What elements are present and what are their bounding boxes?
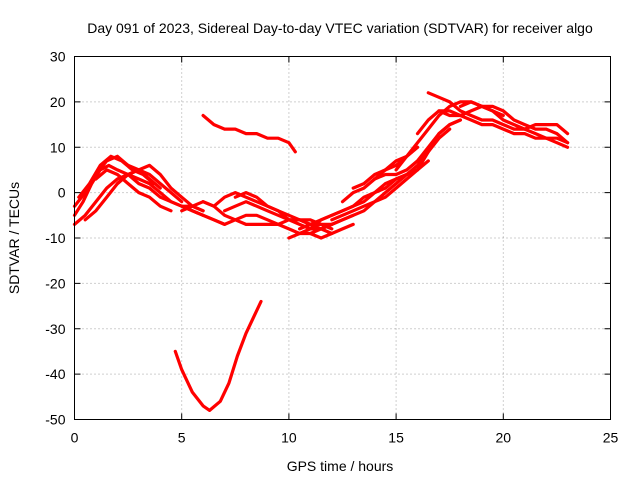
- series-pass-27: [173, 299, 263, 412]
- series-pass-4: [77, 154, 156, 199]
- y-tick-label: -40: [45, 366, 65, 382]
- x-tick-label: 15: [388, 430, 404, 446]
- y-axis-label: SDTVAR / TECUs: [6, 182, 22, 294]
- series-pass-23: [426, 91, 570, 136]
- series-layer: [72, 91, 570, 412]
- series-pass-25: [458, 100, 570, 145]
- y-tick-label: 10: [50, 139, 66, 155]
- x-axis-label: GPS time / hours: [287, 458, 394, 474]
- series-pass-7: [94, 168, 173, 213]
- y-tick-label: -30: [45, 321, 65, 337]
- series-pass-6: [115, 163, 205, 213]
- y-tick-label: 30: [50, 49, 66, 65]
- series-pass-10: [190, 209, 227, 226]
- x-tick-label: 25: [603, 430, 619, 446]
- series-pass-20: [373, 118, 462, 181]
- x-tick-label: 10: [281, 430, 297, 446]
- x-tick-label: 0: [71, 430, 79, 446]
- y-tick-label: -20: [45, 275, 65, 291]
- chart-title: Day 091 of 2023, Sidereal Day-to-day VTE…: [87, 20, 593, 36]
- y-tick-label: -10: [45, 230, 65, 246]
- x-tick-label: 5: [178, 430, 186, 446]
- y-tick-label: 0: [58, 185, 66, 201]
- tick-labels: 0 5 10 15 20 25 -50 -40 -30 -20 -10 0 10 20 30: [45, 49, 618, 446]
- x-tick-label: 20: [496, 430, 512, 446]
- grid: [74, 56, 611, 420]
- series-pass-26: [201, 113, 297, 154]
- series-pass-13: [233, 191, 334, 236]
- y-tick-label: 20: [50, 94, 66, 110]
- ticks: [74, 56, 611, 420]
- y-tick-label: -50: [45, 412, 65, 428]
